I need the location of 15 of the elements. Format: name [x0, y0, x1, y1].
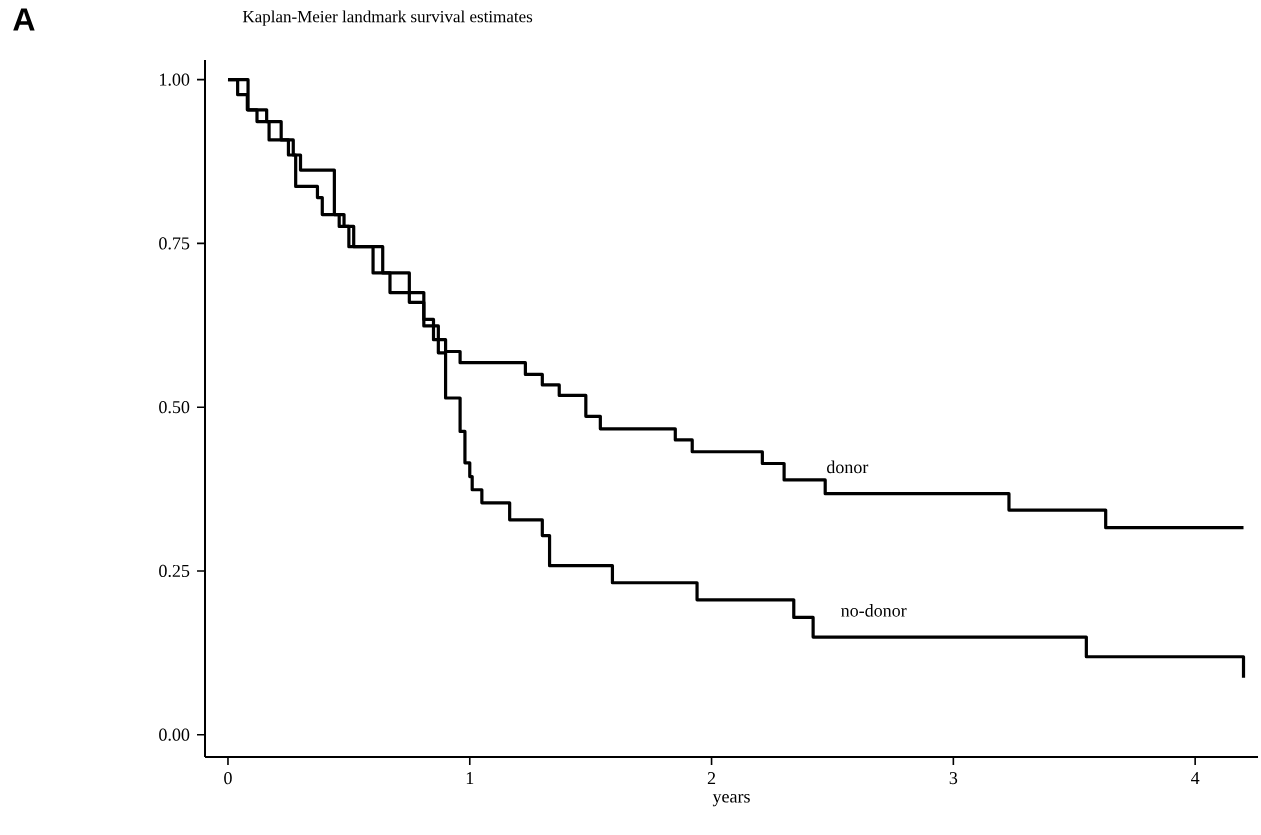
- chart-title: Kaplan-Meier landmark survival estimates: [242, 10, 533, 26]
- x-tick-label: 0: [224, 772, 232, 785]
- y-tick-label: 1.00: [160, 73, 190, 86]
- y-tick-label: 0.50: [159, 401, 190, 414]
- text: A: [13, 8, 35, 31]
- x-axis-title: years: [712, 793, 750, 807]
- x-tick-label: 3: [949, 772, 958, 785]
- series-label: donor: [827, 460, 869, 474]
- y-tick-label: 0.25: [159, 564, 190, 578]
- x-tick-label: 4: [1191, 772, 1200, 784]
- x-tick-label: 2: [707, 772, 716, 784]
- series-label: no-donor: [841, 604, 907, 617]
- y-tick-label: 0.00: [159, 728, 190, 741]
- x-tick-label: 1: [466, 772, 474, 784]
- y-tick-label: 0.75: [159, 237, 190, 250]
